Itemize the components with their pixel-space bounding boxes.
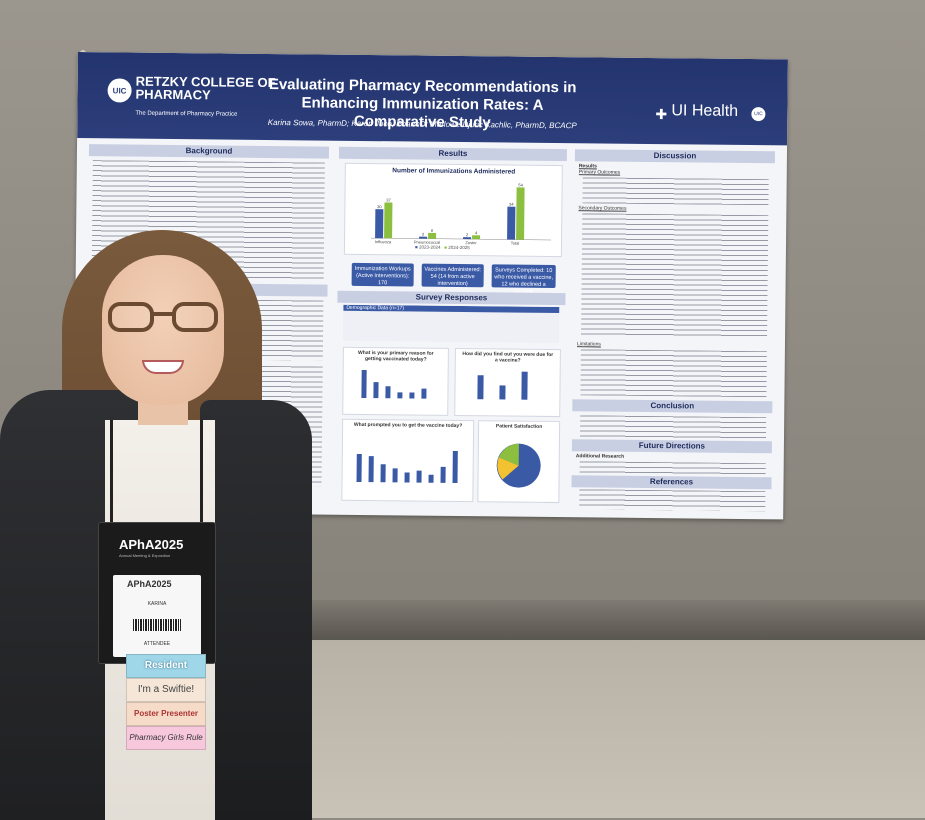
satisfaction-chart: Patient Satisfaction xyxy=(477,420,561,504)
college-name: RETZKY COLLEGE OF PHARMACY xyxy=(135,73,276,103)
summary-surveys: Surveys Completed: 10 who received a vac… xyxy=(491,264,556,295)
bar-label: 2 xyxy=(466,232,469,237)
references-text xyxy=(579,489,766,512)
future-directions-heading: Future Directions xyxy=(571,439,772,454)
presenter-person: APhA2025 Annual Meeting & Exposition APh… xyxy=(0,230,330,820)
bar-zoster-0 xyxy=(463,237,472,240)
limitations-text xyxy=(580,349,767,398)
category-label: Influenza xyxy=(375,239,392,244)
badge-event-name: APhA2025 xyxy=(119,537,184,552)
bar-label: 2 xyxy=(422,232,425,237)
category-label: Pneumococcal xyxy=(414,240,440,245)
ui-health-logo: UI Health xyxy=(671,102,739,120)
conference-badge: APhA2025 Annual Meeting & Exposition APh… xyxy=(98,522,216,664)
research-poster: UIC RETZKY COLLEGE OF PHARMACY The Depar… xyxy=(73,52,788,520)
bar-label: 6 xyxy=(431,228,434,233)
results-heading: Results xyxy=(338,146,568,162)
secondary-outcomes-text xyxy=(581,213,769,340)
bar-pneumococcal-1 xyxy=(428,232,437,239)
reason-chart: What is your primary reason for getting … xyxy=(342,346,449,416)
source-bars xyxy=(477,371,528,400)
ribbon-poster-presenter: Poster Presenter xyxy=(126,702,206,726)
ribbon-pharmacy-girls: Pharmacy Girls Rule xyxy=(126,726,206,750)
source-chart: How did you find out you were due for a … xyxy=(454,347,561,418)
badge-name: KARINA xyxy=(147,601,167,607)
bar-total-1 xyxy=(516,187,525,240)
survey-heading: Survey Responses xyxy=(337,290,566,306)
bar-chart-svg: 30 37 Influenza 2 6 Pneumococcal 2 4 Zoster 34 54 T… xyxy=(371,182,552,246)
legend-series-a: 2023-2024 xyxy=(418,244,441,250)
left-lens xyxy=(108,302,154,332)
legend-series-b: 2024-2025 xyxy=(448,244,470,251)
background-heading: Background xyxy=(88,144,330,159)
bar-influenza-1 xyxy=(384,202,393,239)
poster-header: UIC RETZKY COLLEGE OF PHARMACY The Depar… xyxy=(77,52,788,146)
bar-pneumococcal-0 xyxy=(419,236,428,239)
department-name: The Department of Pharmacy Practice xyxy=(135,110,238,118)
primary-outcomes-text xyxy=(582,177,769,206)
lanyard-left xyxy=(110,420,113,524)
bar-label: 54 xyxy=(518,182,523,187)
bar-influenza-0 xyxy=(375,209,384,239)
additional-research-label: Additional Research xyxy=(575,453,625,460)
chart-legend: ■ 2023-2024 ■ 2024-2025 xyxy=(414,244,470,251)
blazer-right xyxy=(200,400,312,820)
demographic-title: Demographic Data (n=17) xyxy=(343,304,560,314)
reason-bars xyxy=(361,369,427,399)
glasses-icon xyxy=(108,302,220,334)
bar-zoster-1 xyxy=(472,235,481,240)
uic-small-logo-icon: UIC xyxy=(751,107,766,122)
primary-outcomes-label: Primary Outcomes xyxy=(578,169,621,176)
bar-label: 34 xyxy=(509,202,514,207)
right-lens xyxy=(172,302,218,332)
lanyard-right xyxy=(200,420,203,524)
ribbon-resident: Resident xyxy=(126,654,206,678)
badge-card: APhA2025 KARINA ATTENDEE xyxy=(113,575,201,657)
satisfaction-pie xyxy=(496,443,541,488)
badge-barcode xyxy=(133,619,181,631)
conclusion-text xyxy=(579,415,767,440)
badge-card-event: APhA2025 xyxy=(127,579,172,589)
ui-health-cross-icon: ✚ xyxy=(655,106,668,123)
summary-vaccines: Vaccines Administered: 54 (14 from activ… xyxy=(421,263,484,288)
category-label: Zoster xyxy=(465,240,477,245)
limitations-label: Limitations xyxy=(576,341,601,348)
bar-total-0 xyxy=(507,206,516,240)
category-label: Total xyxy=(511,241,520,246)
immunization-chart: Number of Immunizations Administered 30 3… xyxy=(343,162,563,258)
secondary-outcomes-label: Secondary Outcomes xyxy=(578,205,627,212)
glasses-bridge xyxy=(152,312,174,316)
bar-label: 30 xyxy=(377,204,382,209)
uic-logo-icon: UIC xyxy=(107,78,132,103)
prompt-chart: What prompted you to get the vaccine tod… xyxy=(341,418,475,503)
bar-label: 37 xyxy=(386,197,391,202)
badge-role: ATTENDEE xyxy=(143,641,171,647)
summary-workups: Immunization Workups (Active Interventio… xyxy=(351,262,414,287)
ribbon-swiftie: I'm a Swiftie! xyxy=(126,678,206,702)
conclusion-heading: Conclusion xyxy=(572,399,773,414)
bar-label: 4 xyxy=(475,230,478,235)
demographic-table: Demographic Data (n=17) xyxy=(342,304,560,344)
references-heading: References xyxy=(571,475,772,490)
discussion-heading: Discussion xyxy=(574,149,775,164)
prompt-bars xyxy=(356,450,458,483)
badge-event-sub: Annual Meeting & Exposition xyxy=(119,553,171,558)
